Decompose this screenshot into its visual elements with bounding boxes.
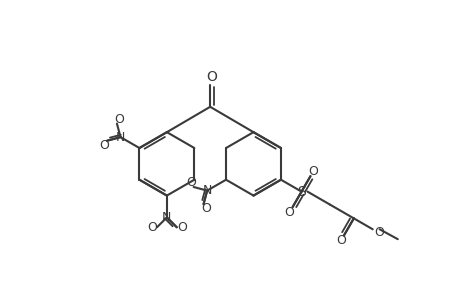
Text: N: N: [116, 130, 125, 144]
Text: O: O: [373, 226, 383, 239]
Text: S: S: [297, 184, 305, 199]
Text: O: O: [205, 70, 216, 84]
Text: N: N: [202, 184, 212, 197]
Text: O: O: [308, 164, 318, 178]
Text: O: O: [335, 234, 345, 247]
Text: O: O: [114, 113, 124, 126]
Text: O: O: [284, 206, 294, 219]
Text: O: O: [186, 176, 196, 189]
Text: O: O: [100, 139, 109, 152]
Text: O: O: [201, 202, 211, 215]
Text: N: N: [162, 211, 171, 224]
Text: O: O: [176, 221, 186, 234]
Text: O: O: [147, 221, 157, 234]
